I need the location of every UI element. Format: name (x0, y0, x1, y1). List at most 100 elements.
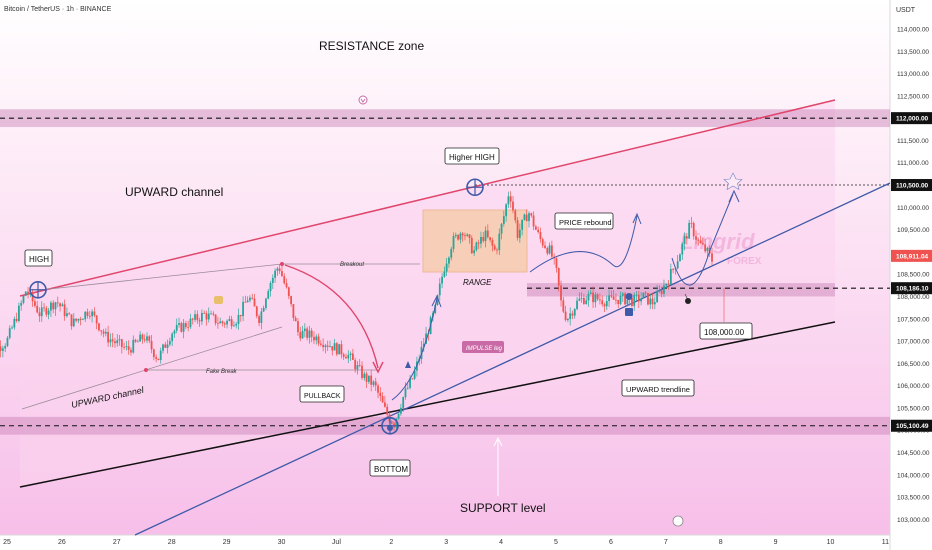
y-tick-label: 105,500.00 (897, 405, 930, 412)
candle-down (672, 268, 675, 270)
candle-up (267, 291, 270, 299)
candle-up (50, 302, 52, 311)
price-axis-label-box (891, 282, 932, 295)
y-tick-label: 111,000.00 (897, 160, 929, 167)
candle-up (274, 270, 276, 278)
x-tick-label: Jul (332, 539, 341, 546)
candle-down (571, 313, 574, 316)
candle-down (292, 304, 295, 318)
candle-down (560, 285, 562, 301)
price-axis-label: 108,911.04 (896, 253, 929, 260)
candle-up (168, 341, 171, 345)
candle-up (466, 234, 469, 236)
candle-up (171, 333, 174, 342)
candle-up (580, 297, 583, 299)
candle-up (640, 298, 642, 302)
candle-up (621, 293, 624, 296)
candle-up (146, 336, 148, 341)
candle-up (1, 348, 4, 351)
candle-up (448, 257, 450, 264)
y-tick-label: 104,500.00 (897, 450, 930, 457)
lower-trendline[interactable] (19, 321, 836, 488)
candle-up (688, 222, 691, 239)
candle-down (624, 293, 626, 305)
candle-up (518, 229, 521, 238)
upward-trendline[interactable] (134, 182, 891, 536)
candle-down (461, 233, 464, 236)
candle-down (38, 312, 41, 317)
candle-down (34, 301, 36, 306)
candle-down (15, 318, 18, 321)
candle-up (235, 323, 238, 326)
candle-down (464, 235, 466, 237)
candle-up (175, 324, 178, 331)
down-arrow-icon (358, 95, 368, 105)
candle-down (285, 283, 288, 288)
candle-up (642, 292, 645, 299)
candle-down (244, 301, 247, 303)
candle-up (91, 311, 93, 317)
candle-up (587, 293, 590, 301)
fake-break-label: Fake Break (206, 369, 238, 375)
upper-channel-line[interactable] (19, 99, 836, 297)
candle-up (434, 304, 437, 314)
candle-up (400, 407, 402, 414)
candle-up (500, 223, 503, 234)
candle-up (679, 254, 681, 262)
candle-down (534, 226, 537, 230)
candle-down (98, 323, 100, 331)
candle-up (505, 204, 508, 217)
candle-up (459, 233, 462, 240)
price-axis-label: 112,000.00 (896, 116, 929, 123)
candle-up (13, 318, 16, 328)
candle-down (704, 244, 707, 252)
impulse-leg-label: IMPULSE leg (466, 346, 503, 352)
y-tick-label: 104,000.00 (897, 472, 930, 479)
candle-up (132, 339, 135, 353)
pullback-arrowhead (372, 361, 384, 374)
candle-down (562, 300, 565, 312)
upward-channel-top-label: UPWARD channel (125, 185, 223, 199)
candle-down (701, 243, 704, 245)
candle-up (116, 340, 119, 344)
x-tick-label: 7 (664, 539, 668, 546)
candle-up (219, 321, 222, 324)
price-axis-label-box (891, 249, 932, 262)
range-box[interactable] (422, 209, 528, 273)
candle-down (214, 314, 217, 324)
candle-down (493, 245, 496, 250)
candle-up (233, 325, 235, 327)
candle-down (690, 222, 693, 224)
candle-up (265, 298, 267, 308)
candle-up (262, 307, 265, 312)
candle-up (139, 334, 142, 342)
candle-up (566, 319, 569, 321)
price-axis-label-box (891, 179, 932, 192)
candle-down (152, 349, 155, 358)
price-axis-label: 105,100.49 (896, 423, 929, 430)
candle-up (47, 310, 50, 315)
candle-up (372, 381, 375, 385)
watermark-subtext: FOREX (727, 256, 762, 267)
candle-up (11, 327, 13, 329)
candle-up (109, 339, 112, 343)
projection-path (671, 193, 734, 286)
candle-down (297, 321, 299, 333)
candle-down (610, 295, 613, 297)
candle-down (157, 358, 160, 360)
candle-down (56, 302, 59, 304)
candle-up (77, 318, 80, 321)
x-tick-label: 3 (444, 539, 448, 546)
x-tick-label: 9 (774, 539, 778, 546)
lightning-icon[interactable] (672, 515, 684, 527)
candle-up (159, 350, 162, 360)
price-axis-label: 110,500.00 (896, 183, 929, 190)
candle-down (134, 339, 137, 342)
candle-up (17, 305, 20, 321)
x-tick-label: 4 (499, 539, 503, 546)
currency-label: USDT (896, 7, 916, 14)
candle-down (667, 283, 670, 285)
candle-up (20, 302, 23, 306)
candle-up (269, 283, 272, 292)
